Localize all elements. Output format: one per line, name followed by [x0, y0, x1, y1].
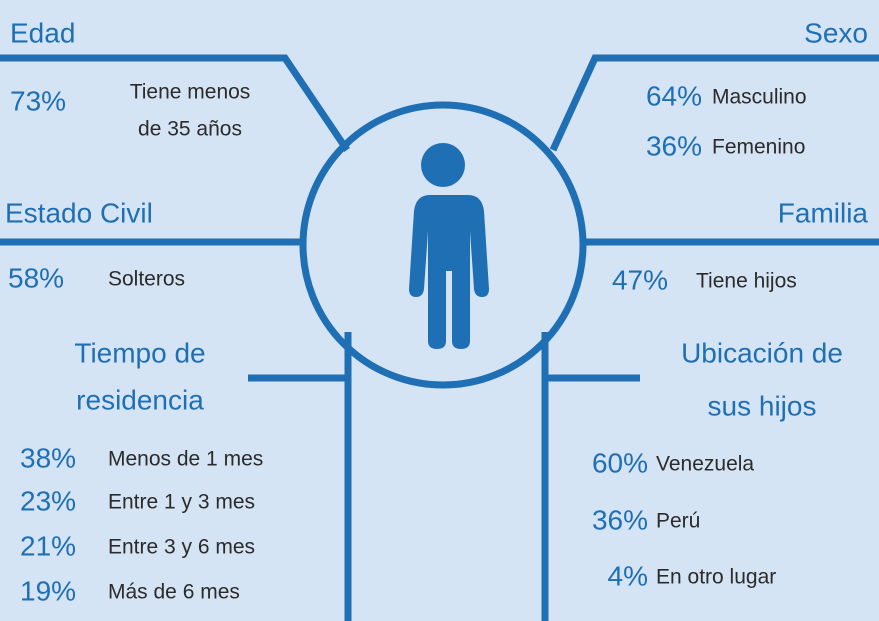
percentage: 23%: [20, 485, 76, 516]
percentage: 19%: [20, 575, 76, 606]
label: Venezuela: [656, 453, 754, 476]
section-title: Tiempo de: [74, 337, 205, 368]
connector-lines: [0, 54, 879, 621]
label: Masculino: [712, 86, 807, 109]
circle: [299, 101, 587, 389]
section-title: sus hijos: [708, 390, 817, 421]
section-title: Estado Civil: [5, 197, 153, 228]
label: de 35 años: [138, 118, 242, 141]
line: [0, 54, 350, 152]
percentage: 4%: [608, 560, 648, 591]
label: Menos de 1 mes: [108, 448, 263, 471]
section-title: Sexo: [804, 17, 868, 48]
label: Perú: [656, 510, 700, 533]
label: Femenino: [712, 136, 805, 159]
label: Tiene hijos: [696, 270, 797, 293]
label: Solteros: [108, 268, 185, 291]
list: 38% Menos de 1 mes 23% Entre 1 y 3 mes 21% En…: [20, 442, 263, 606]
percentage: 21%: [20, 530, 76, 561]
percentage: 38%: [20, 442, 76, 473]
label: Tiene menos: [130, 81, 251, 104]
percentage: 36%: [646, 130, 702, 161]
label: En otro lugar: [656, 566, 776, 589]
list: 60% Venezuela 36% Perú 4% En otro lugar: [592, 447, 776, 591]
label: Más de 6 mes: [108, 581, 240, 604]
section-title: residencia: [76, 384, 204, 415]
section-title: Familia: [778, 197, 869, 228]
line: [549, 54, 879, 152]
label: Entre 3 y 6 mes: [108, 536, 255, 559]
percentage: 60%: [592, 447, 648, 478]
person-icon: [409, 143, 489, 349]
percentage: 47%: [612, 264, 668, 295]
percentage: 73%: [10, 85, 66, 116]
percentage: 36%: [592, 504, 648, 535]
percentage: 58%: [8, 262, 64, 293]
section-title: Ubicación de: [681, 337, 843, 368]
label: Entre 1 y 3 mes: [108, 491, 255, 514]
percentage: 64%: [646, 80, 702, 111]
section-title: Edad: [10, 17, 75, 48]
